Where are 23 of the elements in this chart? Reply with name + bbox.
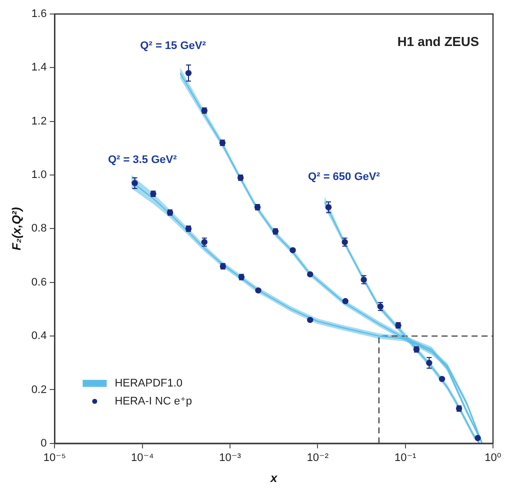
y-tick-label: 0.6 (31, 276, 47, 288)
legend-label: HERA-I NC e⁺p (114, 395, 192, 408)
y-tick-label: 0.2 (31, 384, 47, 396)
y-tick-label: 1.0 (31, 169, 47, 182)
y-tick-label: 0.8 (31, 222, 47, 235)
legend-label: HERAPDF1.0 (114, 377, 183, 390)
x-axis-title: x (270, 471, 278, 486)
y-axis-title: F₂(x,Q²) (10, 207, 24, 250)
y-tick-label: 1.2 (31, 115, 47, 128)
annotation: Q² = 15 GeV² (140, 40, 206, 52)
annotation: Q² = 650 GeV² (308, 171, 380, 184)
text: H1 and ZEUS (397, 34, 480, 50)
y-tick-label: 0 (40, 437, 47, 450)
y-tick-label: 1.4 (31, 62, 47, 74)
y-tick-label: 1.6 (31, 8, 47, 20)
x-tick-label: 10⁻⁵ (43, 452, 66, 464)
x-tick-label: 10⁻³ (219, 452, 242, 464)
y-tick-label: 0.4 (31, 330, 47, 342)
x-tick-label: 10⁻⁴ (130, 452, 154, 464)
x-tick-label: 10⁻¹ (394, 452, 417, 464)
annotation: Q² = 3.5 GeV² (108, 154, 178, 166)
x-tick-label: 10⁰ (484, 452, 502, 464)
x-tick-label: 10⁻² (306, 452, 329, 464)
